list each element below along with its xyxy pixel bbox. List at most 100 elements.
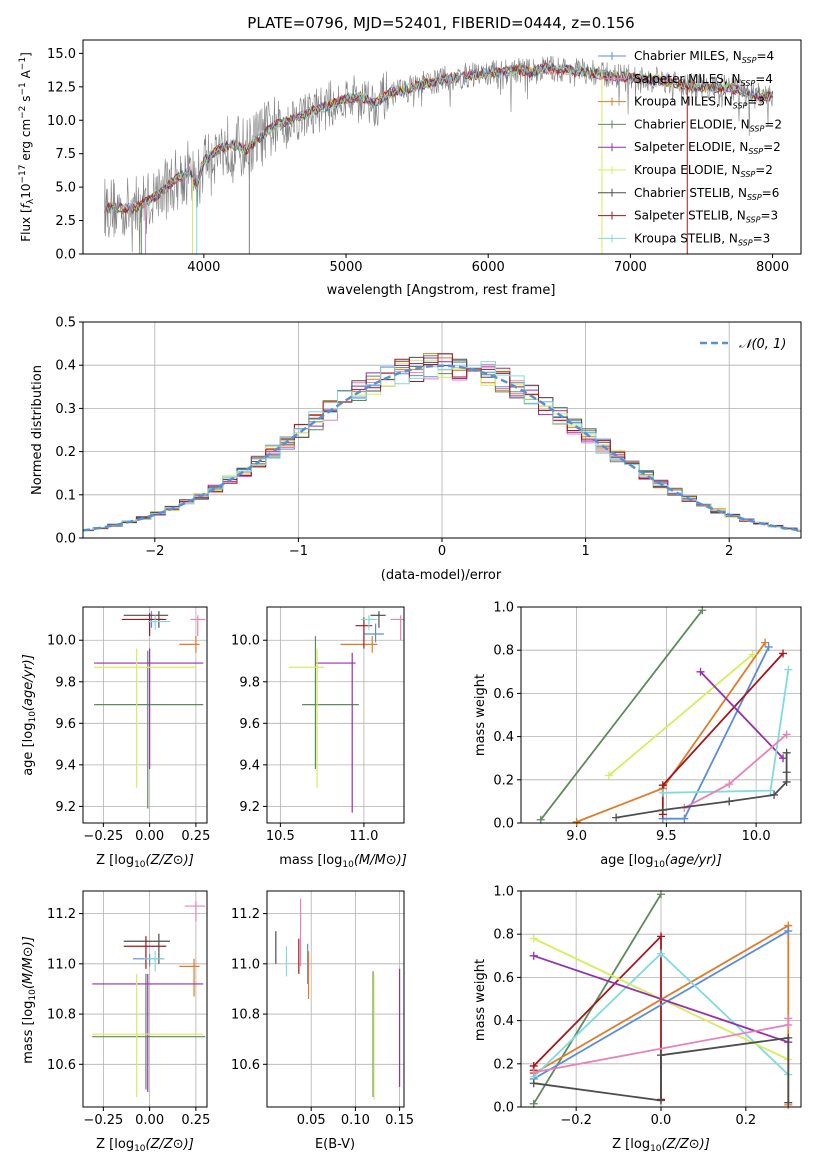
mass-vs-Z-y-tick-label: 11.0 bbox=[47, 957, 76, 972]
residuals-x-tick-label: −2 bbox=[145, 544, 164, 559]
weight-marker-kroupa_stelib bbox=[784, 665, 793, 674]
age-vs-mass-axes-frame bbox=[266, 606, 405, 824]
weight-vs-Z-x-tick-label: 0.2 bbox=[736, 1113, 757, 1128]
residuals-axes-frame bbox=[82, 321, 802, 539]
age-vs-mass-y-tick-label: 9.6 bbox=[239, 717, 260, 732]
model-spectrum-salpeter_stelib bbox=[103, 62, 773, 215]
spectrum-y-tick-label: 10.0 bbox=[47, 114, 76, 129]
age-vs-Z-axes-frame bbox=[82, 606, 208, 824]
age-vs-Z-y-label: age [log10(age/yr)] bbox=[21, 654, 38, 776]
mass-vs-ebv-y-tick-label: 10.8 bbox=[231, 1008, 260, 1023]
figure-title: PLATE=0796, MJD=52401, FIBERID=0444, z=0… bbox=[247, 14, 634, 32]
mass-vs-ebv-x-tick-label: 0.10 bbox=[341, 1113, 370, 1128]
weight-marker-chabrier_stelib bbox=[657, 1096, 665, 1105]
weight-marker-chabrier_miles bbox=[680, 814, 689, 823]
legend-label-salpeter_elodie: Salpeter ELODIE, NSSP=2 bbox=[634, 140, 781, 156]
spectrum-x-label: wavelength [Angstrom, rest frame] bbox=[327, 283, 556, 298]
weight-vs-age-y-tick-label: 1.0 bbox=[493, 601, 514, 616]
age-vs-Z-x-tick-label: 0.00 bbox=[135, 829, 164, 844]
model-spectrum-kroupa_stelib bbox=[103, 63, 773, 214]
weight-marker-salpeter_stelib bbox=[657, 932, 665, 941]
age-vs-mass-y-tick-label: 10.0 bbox=[231, 634, 260, 649]
mass-vs-Z-axes-frame bbox=[82, 890, 208, 1108]
spectrum-y-tick-label: 2.5 bbox=[55, 214, 76, 229]
weight-marker-chabrier_elodie bbox=[657, 890, 665, 899]
age-vs-mass-x-tick-label: 10.5 bbox=[266, 829, 295, 844]
histogram-chabrier_elodie bbox=[83, 355, 801, 531]
weight-marker-salpeter_stelib bbox=[658, 781, 667, 790]
mass-vs-ebv-x-tick-label: 0.05 bbox=[297, 1113, 326, 1128]
mass-vs-Z-y-tick-label: 10.8 bbox=[47, 1008, 76, 1023]
spectrum-x-tick-label: 6000 bbox=[472, 260, 505, 275]
weight-vs-Z-y-tick-label: 0.2 bbox=[493, 1057, 514, 1072]
weight-marker-chabrier_stelib bbox=[782, 777, 791, 786]
residuals-x-tick-label: 2 bbox=[725, 544, 733, 559]
legend-label-salpeter_miles: Salpeter MILES, NSSP=4 bbox=[634, 72, 773, 88]
spectrum-y-tick-label: 7.5 bbox=[55, 147, 76, 162]
weight-marker-chabrier_stelib bbox=[782, 748, 791, 757]
normal-curve bbox=[83, 364, 801, 532]
weight-marker-kroupa_stelib bbox=[766, 786, 775, 795]
residuals-legend: 𝒩(0, 1) bbox=[700, 337, 786, 352]
weight-marker-chabrier_stelib bbox=[658, 806, 667, 815]
legend-label-chabrier_miles: Chabrier MILES, NSSP=4 bbox=[634, 49, 774, 65]
weight-marker-salpeter_miles bbox=[784, 1014, 793, 1023]
residuals-x-tick-label: 0 bbox=[438, 544, 446, 559]
weight-vs-age-x-tick-label: 9.0 bbox=[566, 829, 587, 844]
spectrum-x-tick-label: 4000 bbox=[187, 260, 220, 275]
age-vs-mass-y-tick-label: 9.2 bbox=[239, 800, 260, 815]
age-vs-Z-errorbars bbox=[94, 611, 206, 809]
weight-marker-salpeter_miles bbox=[529, 1068, 538, 1077]
weight-vs-Z-x-tick-label: 0.0 bbox=[651, 1113, 672, 1128]
spectrum-x-tick-label: 5000 bbox=[329, 260, 362, 275]
weight-marker-salpeter_elodie bbox=[696, 667, 705, 676]
age-vs-Z-y-tick-label: 9.6 bbox=[55, 717, 76, 732]
mass-vs-Z-x-tick-label: −0.25 bbox=[83, 1113, 123, 1128]
weight-vs-age-y-label: mass weight bbox=[473, 674, 488, 756]
mass-vs-ebv-axes-frame bbox=[266, 890, 405, 1108]
mass-vs-metallicity-panel: −0.25 0.00 0.25 10.6 10.8 11.0 11.2 Z [log10(Z/… bbox=[21, 890, 210, 1154]
mass-vs-ebv-y-tick-label: 11.0 bbox=[231, 957, 260, 972]
weight-marker-chabrier_stelib bbox=[529, 1079, 538, 1088]
weight-line-salpeter_elodie bbox=[533, 954, 789, 1044]
age-vs-mass-x-label: mass [log10(M/M⊙)] bbox=[279, 853, 407, 870]
weight-vs-age-axes-frame bbox=[520, 606, 802, 824]
weight-marker-chabrier_stelib bbox=[782, 768, 791, 777]
weight-vs-Z-y-tick-label: 0.8 bbox=[493, 928, 514, 943]
legend-label-kroupa_stelib: Kroupa STELIB, NSSP=3 bbox=[634, 231, 770, 247]
spectrum-panel: 4000 5000 6000 7000 8000 0.0 2.5 5.0 7.5 10.0 12.5… bbox=[18, 39, 802, 298]
residuals-y-tick-label: 0.4 bbox=[55, 359, 76, 374]
weight-vs-Z-y-tick-label: 0.0 bbox=[493, 1101, 514, 1116]
weight-marker-kroupa_stelib bbox=[657, 949, 665, 958]
weight-line-chabrier_miles bbox=[533, 930, 789, 1080]
legend-label-chabrier_elodie: Chabrier ELODIE, NSSP=2 bbox=[634, 117, 782, 133]
model-spectrum-chabrier_stelib bbox=[103, 62, 773, 215]
weight-marker-chabrier_stelib bbox=[657, 1051, 665, 1060]
weight-vs-Z-x-label: Z [log10(Z/Z⊙)] bbox=[612, 1137, 710, 1154]
histogram-kroupa_stelib bbox=[83, 361, 801, 532]
age-vs-mass-x-tick-label: 11.0 bbox=[349, 829, 378, 844]
spectrum-y-tick-label: 0.0 bbox=[55, 248, 76, 263]
weight-vs-Z-axes-frame bbox=[520, 890, 802, 1108]
weight-line-salpeter_elodie bbox=[699, 671, 784, 759]
weight-marker-salpeter_stelib bbox=[779, 649, 788, 658]
weight-line-salpeter_stelib bbox=[532, 934, 662, 1100]
mass-vs-Z-x-tick-label: 0.25 bbox=[181, 1113, 210, 1128]
weight-marker-salpeter_miles bbox=[782, 730, 791, 739]
age-vs-Z-x-tick-label: 0.25 bbox=[181, 829, 210, 844]
weight-vs-Z-lines bbox=[529, 890, 793, 1109]
weight-vs-age-x-tick-label: 10.0 bbox=[742, 829, 771, 844]
weight-marker-chabrier_miles bbox=[784, 926, 793, 935]
mass-vs-Z-errorbars bbox=[92, 901, 206, 1097]
weight-marker-chabrier_elodie bbox=[529, 1099, 538, 1108]
age-vs-mass-errorbars bbox=[288, 611, 404, 813]
weight-vs-age-y-tick-label: 0.2 bbox=[493, 773, 514, 788]
spectrum-y-tick-label: 12.5 bbox=[47, 80, 76, 95]
residuals-y-label: Normed distribution bbox=[30, 365, 45, 495]
legend-normal-label: 𝒩(0, 1) bbox=[739, 337, 786, 352]
age-vs-mass-y-tick-label: 9.4 bbox=[239, 758, 260, 773]
weight-vs-age-x-label: age [log10(age/yr)] bbox=[600, 853, 722, 870]
mass-vs-ebv-y-tick-label: 11.2 bbox=[231, 907, 260, 922]
residuals-panel: −2 −1 0 1 2 0.0 0.1 0.2 0.3 0.4 0.5 (data-model)/e… bbox=[30, 316, 802, 583]
